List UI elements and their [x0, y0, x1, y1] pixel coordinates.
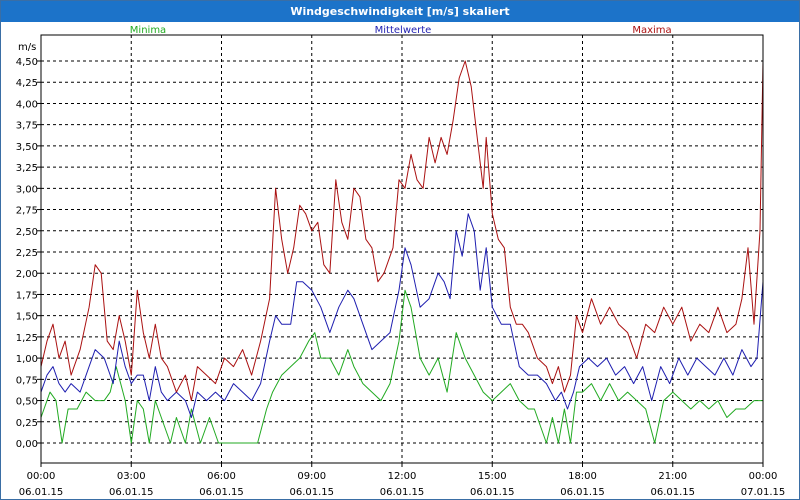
series-line-maxima: [40, 60, 764, 402]
x-tick-time-label: 18:00: [568, 471, 597, 482]
legend-entry-mittelwerte: Mittelwerte: [375, 25, 432, 36]
y-tick-label: 4,50: [16, 57, 38, 68]
x-tick-date-label: 06.01.15: [109, 487, 154, 498]
y-tick-label: 2,50: [16, 227, 38, 238]
y-tick-label: 3,50: [16, 142, 38, 153]
y-tick-label: 4,00: [16, 99, 38, 110]
y-tick-label: 0,50: [16, 397, 38, 408]
y-tick-label: 3,00: [16, 184, 38, 195]
x-tick-time-label: 03:00: [117, 471, 146, 482]
y-tick-label: 2,75: [16, 206, 38, 217]
x-tick-date-label: 06.01.15: [470, 487, 515, 498]
y-tick-label: 1,00: [16, 354, 38, 365]
y-tick-label: 0,00: [16, 439, 38, 450]
legend-entry-minima: Minima: [130, 25, 166, 36]
x-tick-date-label: 07.01.15: [741, 487, 786, 498]
y-axis: 0,00 0,25 0,50 0,75 1,00 1,25 1,50 1,75 2,00 2,25…: [16, 57, 41, 450]
x-tick-time-label: 06:00: [207, 471, 236, 482]
series-line-minima: [40, 289, 763, 444]
y-tick-label: 1,75: [16, 290, 38, 301]
x-tick-time-label: 00:00: [749, 471, 778, 482]
y-tick-label: 2,00: [16, 269, 38, 280]
y-tick-label: 3,25: [16, 163, 38, 174]
legend: Minima Mittelwerte Maxima: [130, 25, 672, 36]
y-tick-label: 1,50: [16, 312, 38, 323]
series-line-mittelwerte: [40, 213, 764, 418]
x-tick-date-label: 06.01.15: [19, 487, 64, 498]
y-tick-label: 4,25: [16, 78, 38, 89]
legend-entry-maxima: Maxima: [632, 25, 671, 36]
x-tick-time-label: 12:00: [388, 471, 417, 482]
x-tick-time-label: 09:00: [297, 471, 326, 482]
x-tick-time-label: 15:00: [478, 471, 507, 482]
x-tick-date-label: 06.01.15: [650, 487, 695, 498]
x-tick-date-label: 06.01.15: [199, 487, 244, 498]
y-axis-unit-label: m/s: [18, 42, 36, 53]
series-lines: [40, 60, 764, 444]
x-tick-date-label: 06.01.15: [289, 487, 334, 498]
x-tick-time-label: 00:00: [27, 471, 56, 482]
wind-speed-chart: 0,00 0,25 0,50 0,75 1,00 1,25 1,50 1,75 2,00 2,25…: [16, 25, 786, 498]
x-axis: 00:00 06.01.15 03:00 06.01.15 06:00 06.01.15 0…: [19, 463, 786, 498]
y-tick-label: 0,25: [16, 418, 38, 429]
x-tick-date-label: 06.01.15: [380, 487, 425, 498]
window-title: Windgeschwindigkeit [m/s] skaliert: [1, 1, 799, 22]
y-tick-label: 0,75: [16, 375, 38, 386]
y-tick-label: 3,75: [16, 121, 38, 132]
x-tick-time-label: 21:00: [658, 471, 687, 482]
x-tick-date-label: 06.01.15: [560, 487, 605, 498]
y-tick-label: 2,25: [16, 248, 38, 259]
grid-lines: [41, 35, 763, 463]
y-tick-label: 1,25: [16, 333, 38, 344]
